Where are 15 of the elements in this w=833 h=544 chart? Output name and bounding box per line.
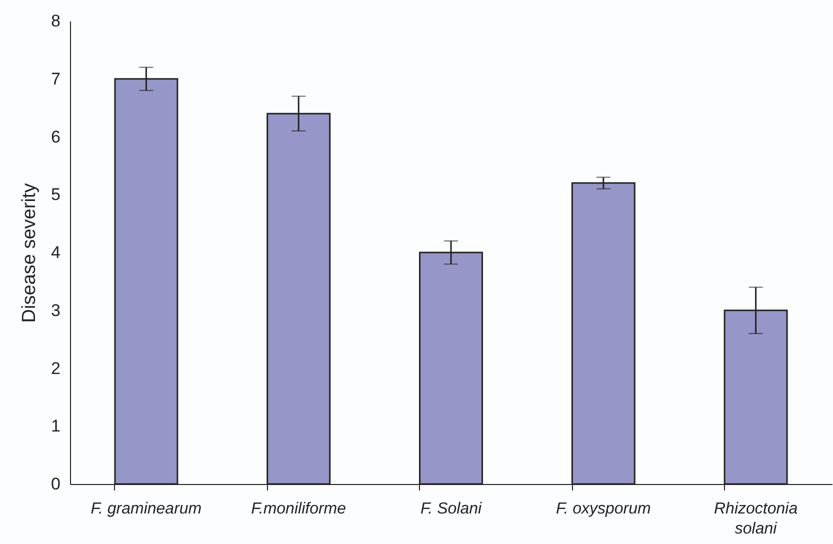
x-tick-label: F.moniliforme — [251, 500, 346, 518]
x-tick-label: F. oxysporum — [556, 500, 651, 518]
y-tick-label: 6 — [51, 127, 60, 146]
y-tick-label: 2 — [51, 358, 60, 378]
y-tick-label: 4 — [51, 243, 60, 262]
y-tick-label: 7 — [51, 69, 60, 88]
y-tick-label: 8 — [51, 12, 60, 30]
y-tick-label: 3 — [51, 300, 60, 320]
y-tick-label: 0 — [51, 474, 60, 494]
x-tick-label: F. Solani — [420, 500, 482, 518]
y-tick-label: 1 — [51, 416, 60, 436]
y-tick-label: 5 — [51, 185, 60, 204]
x-tick-label: F. graminearum — [90, 500, 202, 518]
x-tick-label: Rhizoctonia solani — [714, 500, 798, 538]
y-axis-title: Disease severity — [19, 182, 40, 323]
